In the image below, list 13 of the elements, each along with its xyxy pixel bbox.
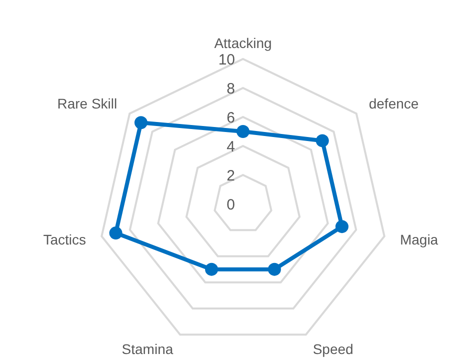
spoke-label: Attacking <box>214 34 272 51</box>
y-tick-label: 6 <box>226 109 235 126</box>
y-tick-label: 8 <box>226 80 235 98</box>
spoke-label: Rare Skill <box>57 96 118 112</box>
spoke-label: defence <box>368 96 419 112</box>
spoke-label: Magia <box>400 232 438 248</box>
spoke-label: Speed <box>312 340 354 357</box>
spoke-label: Tactics <box>43 232 86 248</box>
y-tick-label: 4 <box>226 138 235 156</box>
y-tick-label: 0 <box>226 196 235 214</box>
y-tick-label: 2 <box>226 167 235 184</box>
spoke-label: Stamina <box>122 340 174 357</box>
y-tick-label: 10 <box>218 51 235 68</box>
